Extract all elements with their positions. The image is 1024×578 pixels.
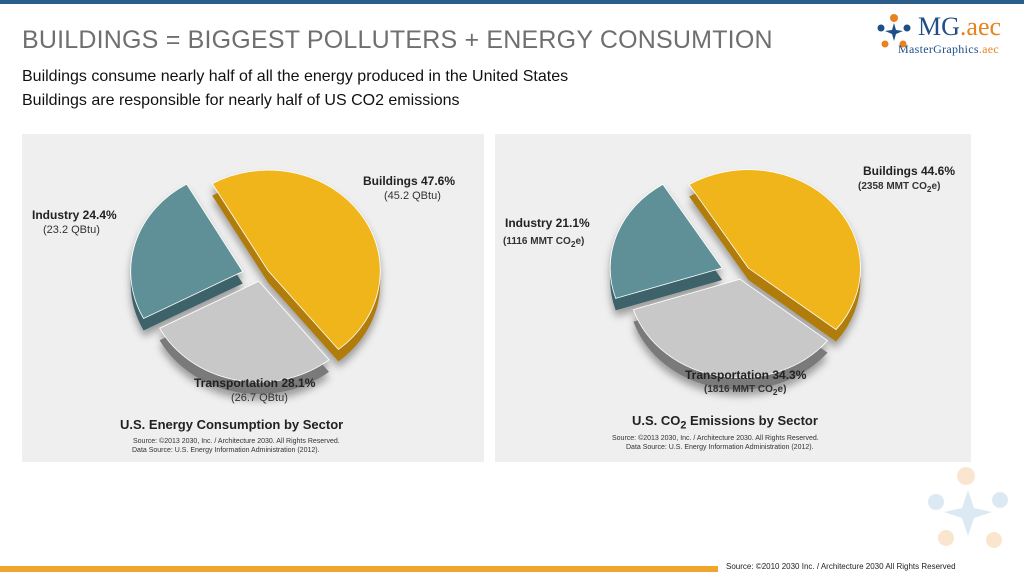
co2-title-sub: 2 <box>680 419 687 432</box>
decorative-starburst-icon <box>928 467 1008 548</box>
co2-buildings-label: Buildings 44.6% <box>863 164 956 178</box>
transportation-slice-top <box>159 280 330 383</box>
buildings-slice <box>211 169 381 362</box>
bottom-accent-bar <box>0 566 718 572</box>
co2-industry-detail-sub: 2 <box>570 239 576 249</box>
logo-sub-aec-text: .aec <box>978 42 1000 56</box>
logo-mastergraphics-text: MasterGraphics <box>898 42 979 56</box>
buildings-label: Buildings 47.6% <box>363 174 456 188</box>
co2-title-prefix: U.S. CO <box>632 413 681 428</box>
energy-source-1: Source: ©2013 2030, Inc. / Architecture … <box>133 438 340 445</box>
industry-slice-top <box>130 183 244 319</box>
industry-slice <box>609 183 723 311</box>
buildings-slice <box>688 169 861 342</box>
logo-aec-text: .aec <box>959 12 1002 41</box>
slide-title: BUILDINGS = BIGGEST POLLUTERS + ENERGY C… <box>22 26 773 54</box>
co2-industry-label: Industry 21.1% <box>505 216 590 230</box>
co2-source-1: Source: ©2013 2030, Inc. / Architecture … <box>612 435 819 442</box>
energy-consumption-chart: Buildings 47.6% (45.2 QBtu) Industry 24.… <box>22 134 484 462</box>
logo-subtext: MasterGraphics.aec <box>898 42 999 57</box>
energy-pie-svg <box>130 169 381 395</box>
transportation-slice <box>632 278 829 390</box>
co2-transportation-detail-suffix: e) <box>777 384 787 395</box>
co2-buildings-detail-suffix: e) <box>931 181 941 192</box>
buildings-slice-top <box>211 169 381 350</box>
co2-transportation-detail-sub: 2 <box>772 387 778 397</box>
logo-wordmark: MG.aec <box>918 12 1001 42</box>
footer-source: Source: ©2010 2030 Inc. / Architecture 2… <box>726 562 956 571</box>
subtitle-line-2: Buildings are responsible for nearly hal… <box>22 92 460 109</box>
starburst-logo-icon <box>877 14 911 48</box>
co2-transportation-label: Transportation 34.3% <box>685 368 807 382</box>
industry-slice <box>130 183 244 331</box>
co2-buildings-detail: (2358 MMT CO2e) <box>858 181 940 194</box>
buildings-detail: (45.2 QBtu) <box>384 190 441 202</box>
transportation-slice <box>159 280 330 395</box>
co2-transportation-detail: (1816 MMT CO2e) <box>704 384 786 397</box>
industry-slice-top <box>609 183 723 299</box>
subtitle-line-1: Buildings consume nearly half of all the… <box>22 68 569 85</box>
logo-mg-text: MG <box>918 12 960 41</box>
energy-source-2: Data Source: U.S. Energy Information Adm… <box>132 447 320 454</box>
co2-buildings-detail-sub: 2 <box>926 184 932 194</box>
co2-industry-detail: (1116 MMT CO2e) <box>503 236 584 249</box>
co2-emissions-chart: Buildings 44.6% (2358 MMT CO2e) Industry… <box>495 134 971 462</box>
co2-source-2: Data Source: U.S. Energy Information Adm… <box>626 444 814 451</box>
energy-chart-title: U.S. Energy Consumption by Sector <box>120 417 344 432</box>
transportation-detail: (26.7 QBtu) <box>231 392 288 404</box>
top-accent-bar <box>0 0 1024 4</box>
transportation-slice-top <box>632 278 829 379</box>
industry-label: Industry 24.4% <box>32 208 117 222</box>
co2-title-suffix: Emissions by Sector <box>686 413 818 428</box>
co2-chart-title: U.S. CO2 Emissions by Sector <box>632 413 818 432</box>
buildings-slice-top <box>688 169 861 331</box>
co2-transportation-detail-prefix: (1816 MMT CO <box>704 384 773 395</box>
mg-aec-logo: MG.aec MasterGraphics.aec <box>872 10 1020 60</box>
co2-industry-detail-prefix: (1116 MMT CO <box>503 236 571 247</box>
co2-pie-svg <box>609 169 861 390</box>
industry-detail: (23.2 QBtu) <box>43 224 100 236</box>
transportation-label: Transportation 28.1% <box>194 376 316 390</box>
co2-buildings-detail-prefix: (2358 MMT CO <box>858 181 927 192</box>
co2-industry-detail-suffix: e) <box>575 236 585 247</box>
